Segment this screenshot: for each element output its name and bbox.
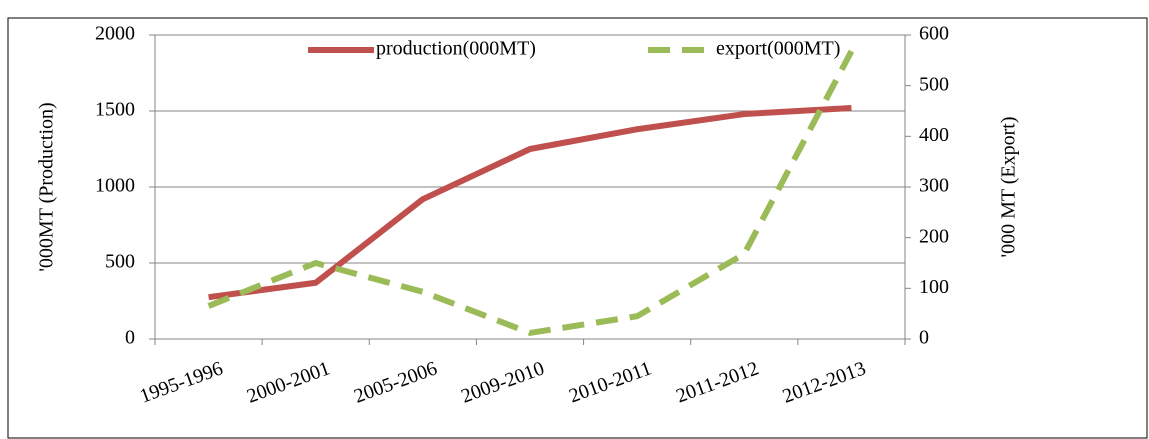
y2-tick-label: 300 bbox=[919, 175, 949, 197]
legend-label: export(000MT) bbox=[716, 38, 840, 60]
y2-tick-label: 200 bbox=[919, 225, 949, 247]
legend-label: production(000MT) bbox=[376, 38, 536, 60]
y2-tick-label: 500 bbox=[919, 73, 949, 95]
y2-tick-label: 100 bbox=[919, 276, 949, 298]
series-line bbox=[207, 49, 855, 336]
y2-axis-title: '000 MT (Export) bbox=[998, 117, 1020, 258]
y-tick-label: 500 bbox=[105, 251, 135, 273]
y-tick-label: 2000 bbox=[95, 23, 135, 45]
y-axis-title: '000MT (Production) bbox=[36, 102, 58, 271]
y-tick-label: 0 bbox=[125, 327, 135, 349]
y-tick-label: 1000 bbox=[95, 175, 135, 197]
chart-frame bbox=[7, 17, 1148, 439]
y2-tick-label: 0 bbox=[919, 327, 929, 349]
series-line bbox=[208, 104, 852, 301]
y2-tick-label: 400 bbox=[919, 124, 949, 146]
y-tick-label: 1500 bbox=[95, 99, 135, 121]
y2-tick-label: 600 bbox=[919, 23, 949, 45]
